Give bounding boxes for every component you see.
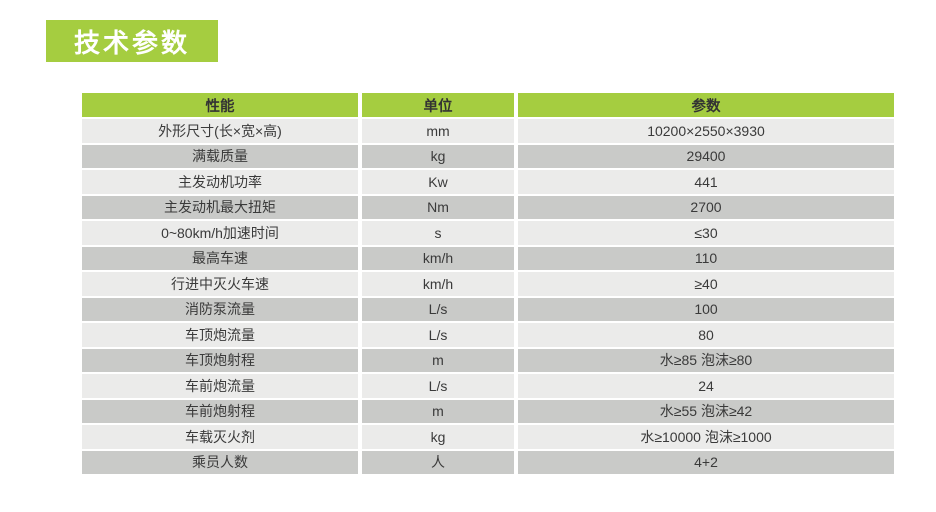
section-title: 技术参数 (73, 27, 190, 58)
table-row: 车前炮射程 m 水≥55 泡沫≥42 (82, 399, 894, 423)
cell-unit: L/s (362, 297, 514, 321)
cell-value: 80 (518, 323, 894, 347)
cell-unit: 人 (362, 450, 514, 474)
table-row: 消防泵流量 L/s 100 (82, 297, 894, 321)
cell-name: 车顶炮射程 (82, 348, 358, 372)
cell-value: 水≥85 泡沫≥80 (518, 348, 894, 372)
cell-name: 外形尺寸(长×宽×高) (82, 119, 358, 143)
cell-name: 车载灭火剂 (82, 425, 358, 449)
cell-name: 最高车速 (82, 246, 358, 270)
header-cell-performance: 性能 (82, 93, 358, 117)
cell-unit: s (362, 221, 514, 245)
cell-name: 行进中灭火车速 (82, 272, 358, 296)
table-row: 车顶炮流量 L/s 80 (82, 323, 894, 347)
table-row: 车载灭火剂 kg 水≥10000 泡沫≥1000 (82, 425, 894, 449)
cell-unit: km/h (362, 272, 514, 296)
section-title-badge: 技术参数 (46, 20, 218, 62)
table-header-row: 性能 单位 参数 (82, 93, 894, 117)
cell-name: 车顶炮流量 (82, 323, 358, 347)
table-row: 外形尺寸(长×宽×高) mm 10200×2550×3930 (82, 119, 894, 143)
table-row: 主发动机最大扭矩 Nm 2700 (82, 195, 894, 219)
cell-unit: m (362, 348, 514, 372)
cell-value: 441 (518, 170, 894, 194)
cell-name: 0~80km/h加速时间 (82, 221, 358, 245)
cell-unit: mm (362, 119, 514, 143)
cell-value: 100 (518, 297, 894, 321)
table-row: 满载质量 kg 29400 (82, 144, 894, 168)
cell-name: 车前炮射程 (82, 399, 358, 423)
cell-value: ≥40 (518, 272, 894, 296)
cell-value: 110 (518, 246, 894, 270)
table-row: 车前炮流量 L/s 24 (82, 374, 894, 398)
cell-name: 满载质量 (82, 144, 358, 168)
table-row: 最高车速 km/h 110 (82, 246, 894, 270)
cell-name: 消防泵流量 (82, 297, 358, 321)
cell-unit: kg (362, 144, 514, 168)
table-row: 0~80km/h加速时间 s ≤30 (82, 221, 894, 245)
cell-unit: km/h (362, 246, 514, 270)
cell-name: 主发动机功率 (82, 170, 358, 194)
cell-value: 4+2 (518, 450, 894, 474)
parameters-table: 性能 单位 参数 外形尺寸(长×宽×高) mm 10200×2550×3930 … (82, 93, 894, 474)
cell-name: 车前炮流量 (82, 374, 358, 398)
cell-unit: Kw (362, 170, 514, 194)
cell-value: 29400 (518, 144, 894, 168)
cell-value: 2700 (518, 195, 894, 219)
table-row: 乘员人数 人 4+2 (82, 450, 894, 474)
cell-name: 主发动机最大扭矩 (82, 195, 358, 219)
cell-value: 10200×2550×3930 (518, 119, 894, 143)
cell-value: 水≥55 泡沫≥42 (518, 399, 894, 423)
cell-value: ≤30 (518, 221, 894, 245)
cell-value: 水≥10000 泡沫≥1000 (518, 425, 894, 449)
header-cell-parameter: 参数 (518, 93, 894, 117)
header-cell-unit: 单位 (362, 93, 514, 117)
cell-unit: L/s (362, 374, 514, 398)
cell-name: 乘员人数 (82, 450, 358, 474)
table-row: 主发动机功率 Kw 441 (82, 170, 894, 194)
cell-unit: Nm (362, 195, 514, 219)
cell-unit: kg (362, 425, 514, 449)
table-row: 车顶炮射程 m 水≥85 泡沫≥80 (82, 348, 894, 372)
table-row: 行进中灭火车速 km/h ≥40 (82, 272, 894, 296)
cell-unit: L/s (362, 323, 514, 347)
cell-unit: m (362, 399, 514, 423)
cell-value: 24 (518, 374, 894, 398)
